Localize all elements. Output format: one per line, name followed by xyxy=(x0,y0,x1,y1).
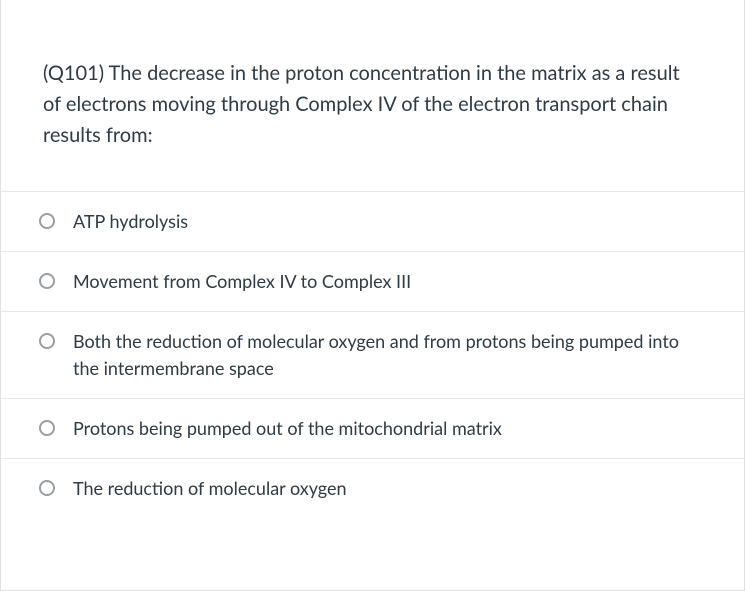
option-row[interactable]: The reduction of molecular oxygen xyxy=(1,458,744,518)
option-label: The reduction of molecular oxygen xyxy=(73,475,347,502)
radio-icon[interactable] xyxy=(39,213,55,229)
option-row[interactable]: Both the reduction of molecular oxygen a… xyxy=(1,311,744,398)
option-row[interactable]: ATP hydrolysis xyxy=(1,191,744,251)
radio-icon[interactable] xyxy=(39,333,55,349)
question-text: (Q101) The decrease in the proton concen… xyxy=(1,0,744,191)
option-row[interactable]: Protons being pumped out of the mitochon… xyxy=(1,398,744,458)
option-label: Both the reduction of molecular oxygen a… xyxy=(73,328,702,382)
option-label: Protons being pumped out of the mitochon… xyxy=(73,415,502,442)
question-card: (Q101) The decrease in the proton concen… xyxy=(0,0,745,591)
options-container: ATP hydrolysis Movement from Complex IV … xyxy=(1,191,744,518)
radio-icon[interactable] xyxy=(39,480,55,496)
radio-icon[interactable] xyxy=(39,420,55,436)
option-label: Movement from Complex IV to Complex III xyxy=(73,268,411,295)
option-label: ATP hydrolysis xyxy=(73,208,188,235)
radio-icon[interactable] xyxy=(39,273,55,289)
option-row[interactable]: Movement from Complex IV to Complex III xyxy=(1,251,744,311)
